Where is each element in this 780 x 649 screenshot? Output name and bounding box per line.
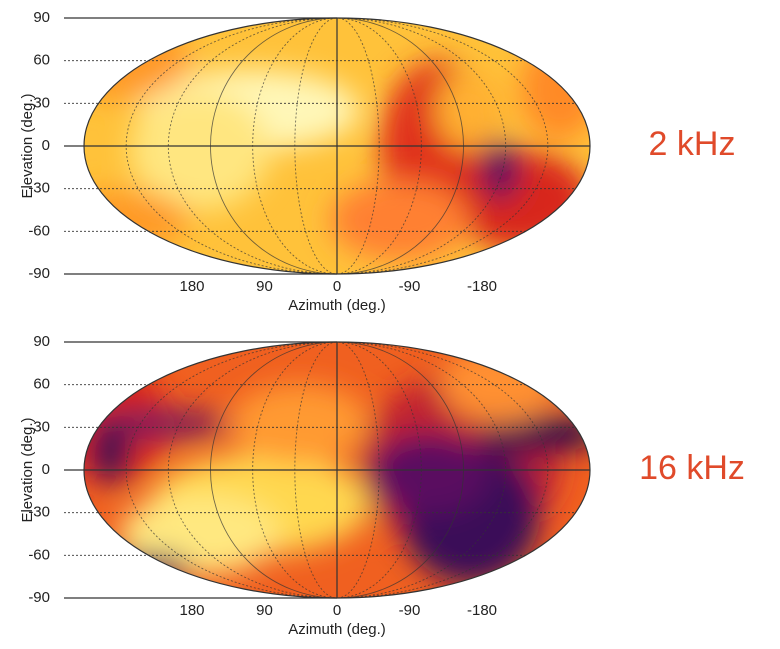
y-tick-label: 0 <box>42 461 50 478</box>
x-tick-label: -180 <box>467 278 497 295</box>
x-axis-label: Azimuth (deg.) <box>288 621 386 638</box>
heat-blob <box>50 190 190 250</box>
x-tick-label: -90 <box>399 602 421 619</box>
heat-blob <box>370 434 490 514</box>
heat-blob <box>130 90 270 210</box>
heat-blob <box>482 140 518 200</box>
y-tick-label: 90 <box>33 333 50 350</box>
heat-blob <box>520 40 600 140</box>
heat-blob <box>50 20 190 100</box>
heat-blob <box>90 424 130 484</box>
x-tick-label: 0 <box>333 602 341 619</box>
y-tick-label: 0 <box>42 137 50 154</box>
y-tick-label: -90 <box>28 589 50 606</box>
x-tick-label: -180 <box>467 602 497 619</box>
figure: 9060300-30-60-90180900-90-180Azimuth (de… <box>0 0 780 649</box>
y-tick-label: 90 <box>33 9 50 26</box>
y-axis-label: Elevation (deg.) <box>19 417 36 522</box>
annotation: 2 kHz <box>649 125 736 163</box>
heat-blob <box>230 384 370 464</box>
heat-blob <box>330 180 470 260</box>
heat-blob <box>435 70 505 150</box>
heat-blob <box>440 344 560 424</box>
annotation: 16 kHz <box>639 449 745 487</box>
x-tick-label: 90 <box>256 602 273 619</box>
x-tick-label: -90 <box>399 278 421 295</box>
y-tick-label: 60 <box>33 376 50 393</box>
x-tick-label: 180 <box>179 602 204 619</box>
x-tick-label: 0 <box>333 278 341 295</box>
x-tick-label: 180 <box>179 278 204 295</box>
x-axis-label: Azimuth (deg.) <box>288 297 386 314</box>
x-tick-label: 90 <box>256 278 273 295</box>
y-tick-label: -60 <box>28 546 50 563</box>
y-tick-label: 60 <box>33 52 50 69</box>
y-tick-label: -90 <box>28 265 50 282</box>
y-tick-label: -60 <box>28 222 50 239</box>
y-axis-label: Elevation (deg.) <box>19 93 36 198</box>
